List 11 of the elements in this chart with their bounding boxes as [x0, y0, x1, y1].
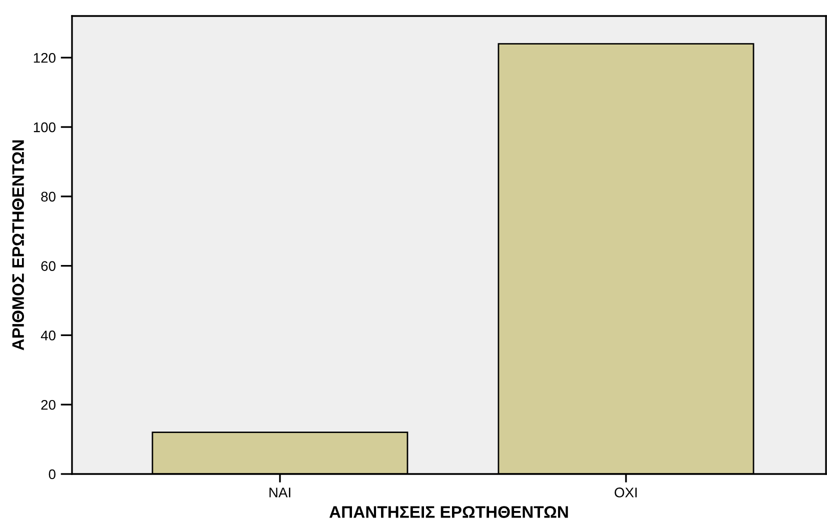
y-tick-label: 0: [48, 469, 56, 480]
x-tick-label: OXI: [614, 488, 637, 498]
y-tick-label: 100: [34, 122, 56, 132]
y-tick-label: 40: [40, 330, 56, 340]
y-tick-label: 60: [41, 261, 56, 271]
x-axis-title: ΑΠΑΝΤΗΣΕΙΣ ΕΡΩΤΗΘΕΝΤΩΝ: [329, 506, 568, 518]
y-axis-title: ΑΡΙΘΜΟΣ ΕΡΩΤΗΘΕΝΤΩΝ: [12, 140, 24, 350]
x-tick-label: NAI: [270, 488, 290, 498]
y-tick-label: 80: [41, 192, 56, 202]
y-tick-label: 120: [34, 52, 56, 63]
y-tick-label: 20: [41, 400, 56, 410]
